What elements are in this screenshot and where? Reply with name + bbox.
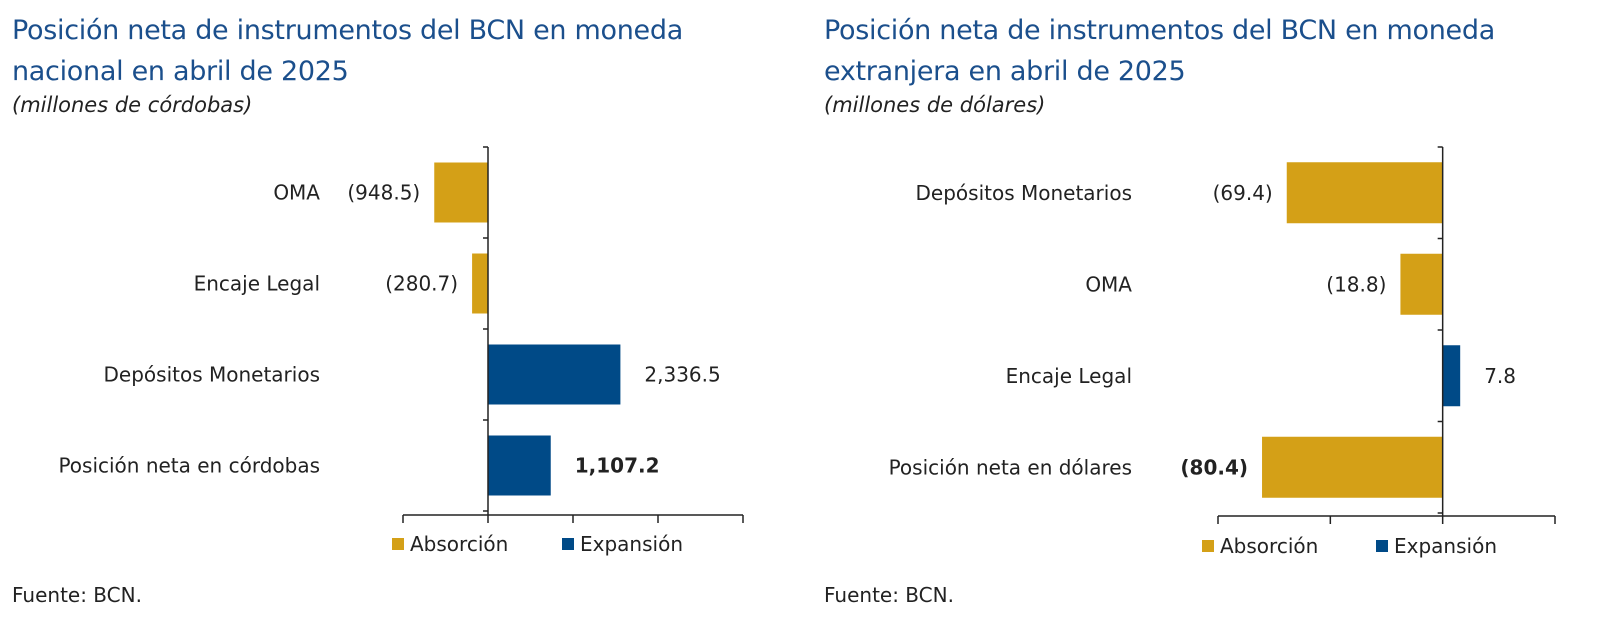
chart-subtitle: (millones de córdobas) xyxy=(12,93,253,117)
bar-1 xyxy=(434,162,488,223)
data-label: (280.7) xyxy=(385,272,458,296)
chart-title: Posición neta de instrumentos del BCN en… xyxy=(824,10,1495,92)
legend-label-expansion: Expansión xyxy=(1394,534,1497,558)
category-label: Encaje Legal xyxy=(194,272,320,296)
category-label: OMA xyxy=(1085,272,1132,296)
legend-swatch-expansion xyxy=(1376,540,1388,552)
legend-swatch-absorcion xyxy=(392,538,404,550)
category-label: Posición neta en córdobas xyxy=(58,454,320,478)
legend-label-absorcion: Absorción xyxy=(410,532,508,556)
chart-title-line-1: Posición neta de instrumentos del BCN en… xyxy=(824,15,1495,46)
chart-title-line-1: Posición neta de instrumentos del BCN en… xyxy=(12,15,683,46)
bar-2 xyxy=(472,253,488,314)
category-label: Depósitos Monetarios xyxy=(104,363,320,387)
chart-title: Posición neta de instrumentos del BCN en… xyxy=(12,10,683,92)
bar-3 xyxy=(1442,345,1461,407)
data-label: (69.4) xyxy=(1213,181,1273,205)
legend-swatch-expansion xyxy=(562,538,574,550)
data-label: (18.8) xyxy=(1326,272,1386,296)
bar-chart-cordobas: OMA (948.5) Encaje Legal (280.7) Depósitos M… xyxy=(58,146,744,556)
data-label: 7.8 xyxy=(1484,364,1516,388)
bar-3 xyxy=(488,344,621,405)
source-note: Fuente: BCN. xyxy=(824,583,954,607)
legend-label-absorcion: Absorción xyxy=(1220,534,1318,558)
category-label: Depósitos Monetarios xyxy=(916,181,1132,205)
bar-4 xyxy=(488,435,551,496)
chart-title-line-2: nacional en abril de 2025 xyxy=(12,56,349,87)
bar-chart-dolares: Depósitos Monetarios (69.4) OMA (18.8) Encaj… xyxy=(889,146,1556,558)
category-label: Encaje Legal xyxy=(1006,364,1132,388)
legend-label-expansion: Expansión xyxy=(580,532,683,556)
chart-panel-dolares: Posición neta de instrumentos del BCN en… xyxy=(812,0,1599,636)
category-label: OMA xyxy=(273,181,320,205)
chart-panel-cordobas: Posición neta de instrumentos del BCN en… xyxy=(12,10,744,607)
data-label: (80.4) xyxy=(1180,455,1248,479)
chart-subtitle: (millones de dólares) xyxy=(824,93,1046,117)
category-label: Posición neta en dólares xyxy=(889,455,1132,479)
bar-2 xyxy=(1400,253,1443,315)
bar-1 xyxy=(1286,162,1443,224)
legend-swatch-absorcion xyxy=(1202,540,1214,552)
data-label: 1,107.2 xyxy=(575,454,660,478)
source-note: Fuente: BCN. xyxy=(12,583,142,607)
chart-title-line-2: extranjera en abril de 2025 xyxy=(824,56,1186,87)
data-label: (948.5) xyxy=(347,181,420,205)
data-label: 2,336.5 xyxy=(644,363,720,387)
bar-4 xyxy=(1262,436,1443,498)
